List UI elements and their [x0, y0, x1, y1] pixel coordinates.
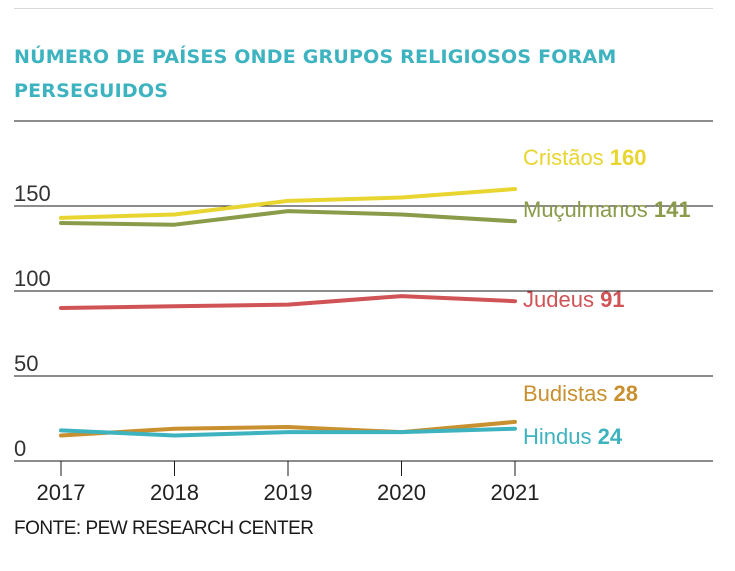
series-label-budistas: Budistas 28 — [523, 381, 638, 406]
source-note: FONTE: PEW RESEARCH CENTER — [14, 518, 314, 539]
x-tick-label-2019: 2019 — [264, 480, 313, 505]
chart-title: NÚMERO DE PAÍSES ONDE GRUPOS RELIGIOSOS … — [14, 46, 617, 102]
series-value-budistas: 28 — [614, 381, 638, 406]
series-value-muulmanos: 141 — [654, 197, 691, 222]
gridlines — [14, 120, 713, 462]
series-line-hindus — [59, 426, 517, 438]
series-line-muulmanos — [59, 209, 517, 227]
series-labels: Cristãos 160 Muçulmanos 141 Judeus 91 Budis… — [523, 145, 691, 449]
top-rule — [14, 8, 713, 9]
x-tick-label-2017: 2017 — [37, 480, 86, 505]
series-label-judeus: Judeus 91 — [523, 287, 625, 312]
y-axis-tick-labels: 0 50 100 150 — [14, 181, 51, 461]
y-tick-label-50: 50 — [14, 351, 38, 376]
x-tick-label-2020: 2020 — [377, 480, 426, 505]
series-name-muulmanos: Muçulmanos — [523, 197, 654, 222]
series-name-budistas: Budistas — [523, 381, 614, 406]
series-line-budistas — [59, 419, 517, 438]
y-tick-label-0: 0 — [14, 436, 26, 461]
x-tick-label-2018: 2018 — [150, 480, 199, 505]
series-label-hindus: Hindus 24 — [523, 424, 623, 449]
series-label-muulmanos: Muçulmanos 141 — [523, 197, 691, 222]
series-value-hindus: 24 — [598, 424, 623, 449]
series-line-judeus — [59, 294, 517, 310]
series-name-cristos: Cristãos — [523, 145, 610, 170]
series-lines — [59, 187, 517, 438]
x-tick-label-2021: 2021 — [491, 480, 540, 505]
series-label-cristos: Cristãos 160 — [523, 145, 647, 170]
series-name-hindus: Hindus — [523, 424, 598, 449]
y-tick-label-150: 150 — [14, 181, 51, 206]
series-value-judeus: 91 — [600, 287, 624, 312]
series-line-cristos — [59, 187, 517, 220]
series-value-cristos: 160 — [610, 145, 647, 170]
series-name-judeus: Judeus — [523, 287, 600, 312]
y-tick-label-100: 100 — [14, 266, 51, 291]
x-axis: 2017 2018 2019 2020 2021 — [37, 461, 540, 505]
